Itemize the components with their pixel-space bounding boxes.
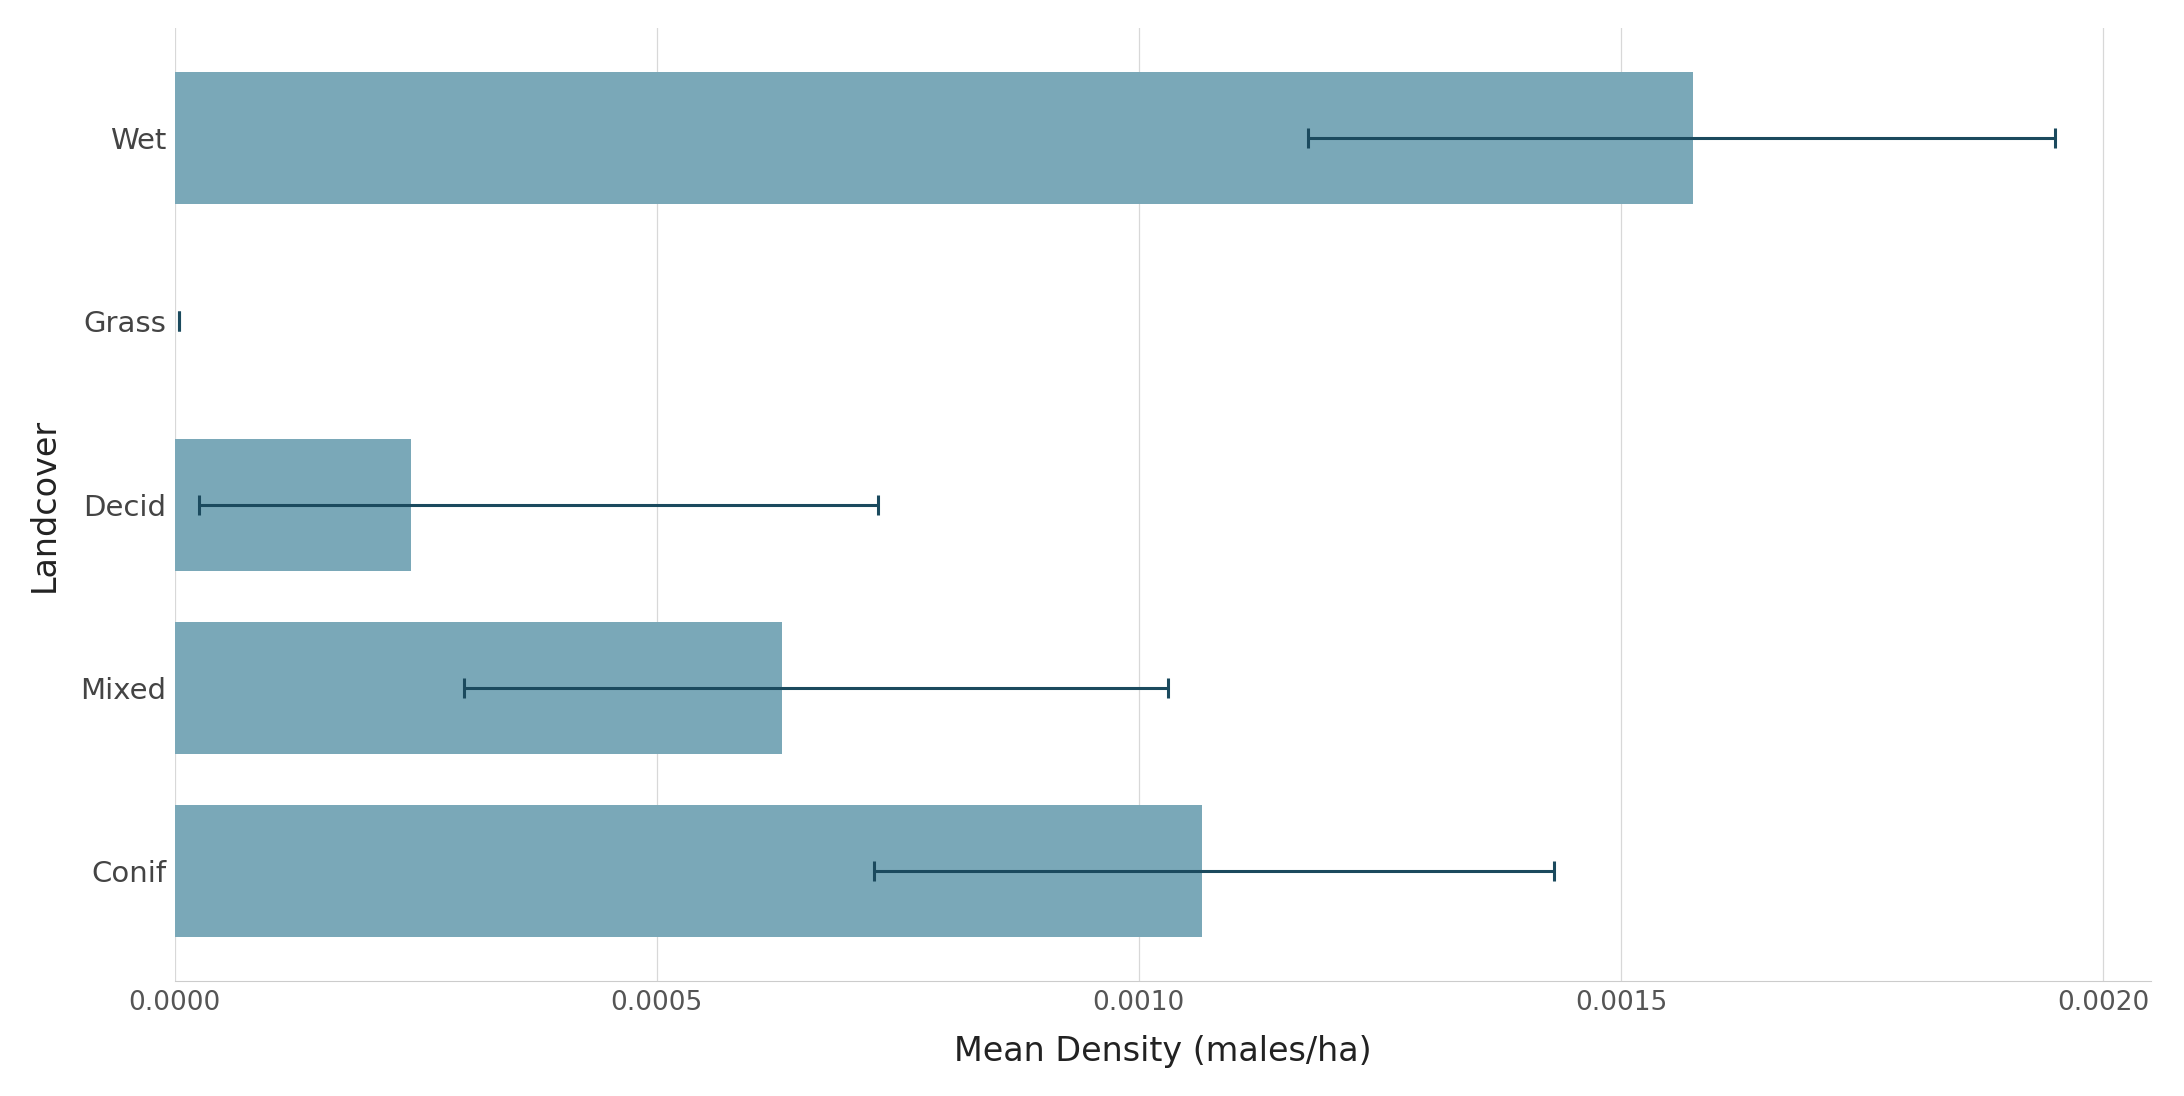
Bar <box>175 72 1693 204</box>
X-axis label: Mean Density (males/ha): Mean Density (males/ha) <box>954 1036 1372 1069</box>
Y-axis label: Landcover: Landcover <box>28 418 61 592</box>
Bar <box>175 438 411 571</box>
Bar <box>175 806 1201 937</box>
Bar <box>175 623 782 754</box>
